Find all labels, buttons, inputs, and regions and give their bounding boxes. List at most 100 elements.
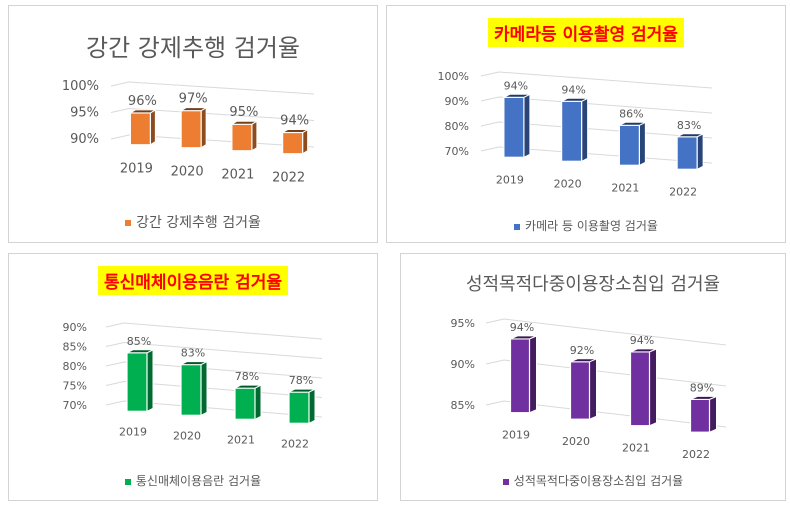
bar-side-2020: [589, 358, 597, 420]
y-tick-label: 75%: [63, 380, 87, 393]
bar-top-2019: [503, 93, 531, 98]
x-tick-label: 2019: [120, 162, 153, 177]
bar-2022: [676, 136, 698, 170]
bar-side-2020: [581, 97, 589, 163]
y-tick-label: 85%: [451, 399, 475, 412]
x-tick-label: 2020: [562, 435, 590, 448]
bar-side-2022: [696, 132, 704, 171]
chart-plot: 70% 80% 90% 100% 94% 2019 94% 2020 86% 2021 83% 202…: [438, 70, 713, 198]
x-tick-label: 2021: [622, 442, 650, 455]
chart-panel-telecom: 통신매체이용음란 검거율 70% 75% 80% 85% 90% 85% 2019 83% 20…: [8, 253, 378, 501]
bar-side-2022: [302, 128, 309, 155]
chart-plot: 90% 95% 100% 96% 2019 97% 2020 95% 2021 94% 2022: [62, 79, 315, 186]
gridline: [105, 322, 323, 340]
bar-side-2020: [200, 360, 208, 417]
x-tick-label: 2021: [227, 433, 255, 446]
bar-2020: [180, 363, 202, 416]
bar-side-2021: [649, 348, 657, 427]
chart-plot: 85% 90% 95% 94% 2019 92% 2020 94% 2021 89% 2022: [451, 317, 727, 461]
bar-side-2019: [146, 348, 154, 413]
chart-panel-intrusion: 성적목적다중이용장소침입 검거율 85% 90% 95% 94% 2019 92% 2020…: [400, 253, 786, 501]
bar-2020: [561, 100, 583, 162]
bar-top-2021: [234, 384, 262, 389]
gridline: [485, 318, 727, 346]
y-tick-label: 90%: [70, 132, 99, 147]
bar-2020: [180, 110, 202, 149]
x-tick-label: 2019: [496, 173, 524, 186]
data-label: 95%: [229, 105, 258, 120]
bar-2022: [288, 391, 310, 424]
data-label: 78%: [235, 370, 259, 383]
y-tick-label: 100%: [62, 79, 99, 94]
bar-2019: [509, 338, 531, 414]
legend-swatch: [502, 478, 509, 485]
bar-top-2022: [676, 133, 704, 138]
bar-top-2019: [128, 109, 158, 114]
bar-top-2020: [570, 358, 597, 363]
bar-side-2020: [200, 106, 207, 149]
data-label: 83%: [677, 119, 701, 132]
data-label: 89%: [690, 381, 714, 394]
gridline: [480, 96, 713, 114]
gridline: [110, 81, 315, 95]
data-label: 83%: [181, 347, 205, 360]
legend: 강간 강제추행 검거율: [9, 212, 377, 232]
legend-swatch: [125, 220, 132, 226]
x-tick-label: 2021: [611, 181, 639, 194]
data-label: 94%: [630, 334, 654, 347]
data-label: 94%: [280, 114, 309, 129]
bar-side-2019: [523, 93, 531, 159]
bar-top-2021: [619, 121, 646, 126]
legend: 통신매체이용음란 검거율: [9, 472, 377, 489]
bar-2022: [689, 398, 711, 433]
data-label: 85%: [127, 335, 151, 348]
y-tick-label: 80%: [445, 120, 469, 133]
bar-top-2019: [126, 349, 154, 354]
x-tick-label: 2019: [119, 425, 147, 438]
bar-side-2022: [709, 395, 717, 433]
y-tick-label: 90%: [63, 321, 87, 334]
data-label: 78%: [289, 374, 313, 387]
bar-side-2019: [149, 109, 156, 146]
data-label: 86%: [619, 107, 643, 120]
data-label: 92%: [570, 344, 594, 357]
gridline: [480, 71, 713, 89]
x-tick-label: 2019: [502, 429, 530, 442]
x-tick-label: 2022: [272, 171, 305, 186]
bar-2021: [618, 124, 640, 166]
bar-2021: [231, 123, 253, 152]
chart-title: 카메라등 이용촬영 검거율: [387, 18, 785, 47]
y-tick-label: 70%: [445, 145, 469, 158]
chart-plot: 70% 75% 80% 85% 90% 85% 2019 83% 2020 78% 2021 78% 2…: [63, 321, 323, 450]
legend: 성적목적다중이용장소침입 검거율: [401, 472, 785, 489]
y-tick-label: 70%: [63, 399, 87, 412]
bar-top-2020: [180, 361, 208, 366]
gridline: [105, 341, 323, 359]
x-tick-label: 2022: [281, 437, 309, 450]
bar-2020: [569, 361, 591, 420]
bar-side-2021: [638, 121, 646, 167]
x-tick-label: 2020: [171, 165, 204, 180]
bar-top-2020: [179, 107, 208, 112]
y-tick-label: 90%: [451, 358, 475, 371]
y-tick-label: 85%: [63, 341, 87, 354]
bar-2019: [126, 352, 148, 412]
data-label: 97%: [179, 92, 208, 107]
data-label: 96%: [128, 94, 157, 109]
bar-side-2022: [308, 388, 316, 425]
chart-title: 통신매체이용음란 검거율: [9, 266, 377, 295]
bar-2019: [129, 112, 151, 146]
data-label: 94%: [510, 321, 534, 334]
bar-2022: [282, 131, 304, 155]
gridline: [110, 107, 315, 121]
bar-2019: [503, 96, 525, 158]
chart-title: 강간 강제추행 검거율: [86, 34, 300, 62]
bar-top-2021: [630, 348, 657, 353]
bar-2021: [234, 387, 256, 420]
chart-panel-camera: 카메라등 이용촬영 검거율 70% 80% 90% 100% 94% 2019 94% 202…: [386, 5, 786, 243]
x-tick-label: 2021: [221, 168, 254, 183]
legend: 카메라 등 이용촬영 검거율: [387, 217, 785, 234]
x-tick-label: 2022: [669, 185, 697, 198]
bar-top-2021: [230, 120, 259, 125]
bar-top-2019: [510, 335, 537, 340]
